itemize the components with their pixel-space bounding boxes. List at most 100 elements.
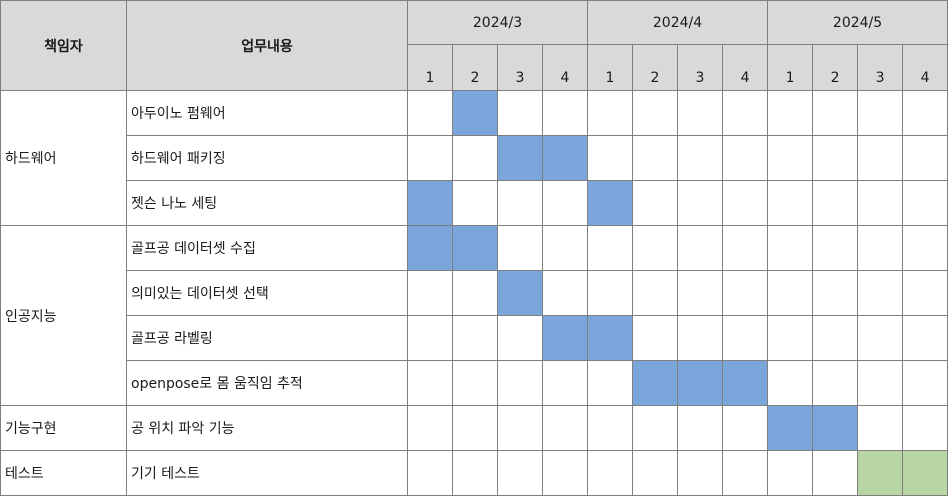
schedule-empty-cell bbox=[407, 135, 453, 181]
owner-cell: 기능구현 bbox=[0, 405, 127, 451]
schedule-empty-cell bbox=[812, 180, 859, 226]
schedule-empty-cell bbox=[902, 135, 949, 181]
schedule-empty-cell bbox=[812, 90, 859, 136]
schedule-empty-cell bbox=[677, 315, 724, 361]
schedule-empty-cell bbox=[812, 135, 859, 181]
week-header: 3 bbox=[857, 44, 904, 91]
schedule-empty-cell bbox=[632, 315, 679, 361]
schedule-empty-cell bbox=[541, 180, 589, 226]
task-row: 하드웨어 아두이노 펌웨어 bbox=[0, 90, 949, 226]
month-header: 2024/5 bbox=[767, 0, 949, 45]
schedule-empty-cell bbox=[452, 135, 498, 181]
schedule-empty-cell bbox=[587, 405, 634, 451]
schedule-empty-cell bbox=[722, 450, 769, 496]
schedule-empty-cell bbox=[902, 360, 949, 406]
schedule-empty-cell bbox=[902, 315, 949, 361]
schedule-bar-cell bbox=[452, 225, 498, 271]
schedule-empty-cell bbox=[857, 270, 904, 316]
schedule-empty-cell bbox=[587, 225, 634, 271]
gantt-body: 하드웨어 아두이노 펌웨어 하드웨어 패키징 젯슨 나노 세팅 인공지능 골프공 데이터셋… bbox=[0, 90, 949, 496]
task-row: 하드웨어 패키징 bbox=[1, 135, 949, 181]
week-header: 4 bbox=[541, 44, 589, 91]
schedule-empty-cell bbox=[767, 450, 814, 496]
schedule-bar-cell bbox=[587, 180, 634, 226]
schedule-bar-cell bbox=[407, 180, 453, 226]
schedule-empty-cell bbox=[587, 90, 634, 136]
week-header: 1 bbox=[767, 44, 814, 91]
schedule-bar-cell bbox=[541, 315, 589, 361]
schedule-empty-cell bbox=[722, 135, 769, 181]
schedule-empty-cell bbox=[722, 270, 769, 316]
schedule-bar-cell bbox=[677, 360, 724, 406]
schedule-empty-cell bbox=[632, 90, 679, 136]
schedule-empty-cell bbox=[452, 450, 498, 496]
schedule-empty-cell bbox=[812, 225, 859, 271]
schedule-bar-cell bbox=[541, 135, 589, 181]
schedule-empty-cell bbox=[541, 360, 589, 406]
schedule-empty-cell bbox=[812, 450, 859, 496]
schedule-empty-cell bbox=[722, 180, 769, 226]
schedule-empty-cell bbox=[722, 315, 769, 361]
task-name-cell: 하드웨어 패키징 bbox=[126, 135, 408, 181]
schedule-bar-cell bbox=[812, 405, 859, 451]
owner-header: 책임자 bbox=[0, 0, 127, 91]
schedule-empty-cell bbox=[722, 225, 769, 271]
schedule-empty-cell bbox=[767, 225, 814, 271]
schedule-empty-cell bbox=[857, 405, 904, 451]
schedule-empty-cell bbox=[857, 180, 904, 226]
schedule-empty-cell bbox=[497, 315, 543, 361]
schedule-empty-cell bbox=[767, 315, 814, 361]
schedule-empty-cell bbox=[452, 315, 498, 361]
schedule-empty-cell bbox=[587, 270, 634, 316]
week-header: 3 bbox=[497, 44, 543, 91]
schedule-empty-cell bbox=[902, 90, 949, 136]
schedule-empty-cell bbox=[722, 90, 769, 136]
task-row: 기능구현 공 위치 파악 기능 bbox=[0, 405, 949, 451]
week-header: 2 bbox=[632, 44, 679, 91]
schedule-empty-cell bbox=[587, 360, 634, 406]
schedule-empty-cell bbox=[902, 180, 949, 226]
week-header: 4 bbox=[722, 44, 769, 91]
schedule-empty-cell bbox=[407, 90, 453, 136]
schedule-empty-cell bbox=[677, 270, 724, 316]
schedule-empty-cell bbox=[497, 225, 543, 271]
month-header: 2024/3 bbox=[406, 0, 589, 45]
schedule-empty-cell bbox=[497, 180, 543, 226]
task-row: 젯슨 나노 세팅 bbox=[1, 180, 949, 226]
task-row: 의미있는 데이터셋 선택 bbox=[1, 270, 949, 316]
task-name-cell: 기기 테스트 bbox=[126, 450, 408, 496]
schedule-empty-cell bbox=[497, 405, 543, 451]
schedule-empty-cell bbox=[541, 90, 589, 136]
schedule-empty-cell bbox=[812, 270, 859, 316]
schedule-empty-cell bbox=[677, 225, 724, 271]
task-name-cell: 의미있는 데이터셋 선택 bbox=[126, 270, 408, 316]
schedule-bar-cell bbox=[767, 405, 814, 451]
schedule-empty-cell bbox=[541, 270, 589, 316]
schedule-empty-cell bbox=[497, 360, 543, 406]
schedule-empty-cell bbox=[632, 270, 679, 316]
schedule-empty-cell bbox=[407, 315, 453, 361]
schedule-empty-cell bbox=[452, 180, 498, 226]
schedule-empty-cell bbox=[857, 225, 904, 271]
week-header: 1 bbox=[587, 44, 634, 91]
schedule-empty-cell bbox=[587, 135, 634, 181]
owner-cell: 인공지능 bbox=[0, 225, 127, 406]
schedule-empty-cell bbox=[857, 90, 904, 136]
schedule-empty-cell bbox=[767, 90, 814, 136]
schedule-empty-cell bbox=[722, 405, 769, 451]
schedule-empty-cell bbox=[767, 180, 814, 226]
schedule-empty-cell bbox=[677, 405, 724, 451]
task-name-cell: 골프공 데이터셋 수집 bbox=[126, 225, 408, 271]
schedule-bar-cell bbox=[587, 315, 634, 361]
schedule-empty-cell bbox=[902, 270, 949, 316]
owner-cell: 하드웨어 bbox=[0, 90, 127, 226]
task-name-cell: 골프공 라벨링 bbox=[126, 315, 408, 361]
week-header: 2 bbox=[452, 44, 498, 91]
schedule-empty-cell bbox=[407, 450, 453, 496]
schedule-bar-cell bbox=[857, 450, 904, 496]
schedule-empty-cell bbox=[407, 360, 453, 406]
schedule-empty-cell bbox=[632, 180, 679, 226]
schedule-empty-cell bbox=[767, 135, 814, 181]
